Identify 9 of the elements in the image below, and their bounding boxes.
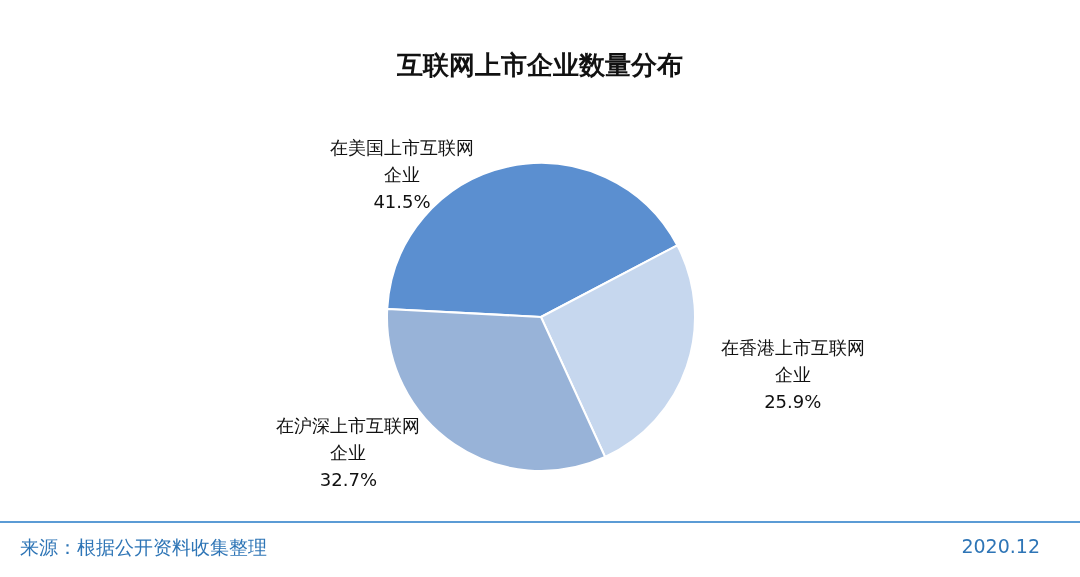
data-label: 32.7% xyxy=(319,469,378,491)
source-note: 来源：根据公开资料收集整理 xyxy=(20,535,267,560)
data-label: 41.5% xyxy=(373,191,431,213)
text: 2020.12 xyxy=(961,535,1040,557)
data-label: 25.9% xyxy=(764,391,822,413)
slice-label: 在美国上市互联网企业 xyxy=(330,137,474,186)
slice-label: 在香港上市互联网企业 xyxy=(720,337,865,386)
chart-title: 互联网上市企业数量分布 xyxy=(396,49,684,82)
slice-label: 在沪深上市互联网企业 xyxy=(276,415,421,464)
